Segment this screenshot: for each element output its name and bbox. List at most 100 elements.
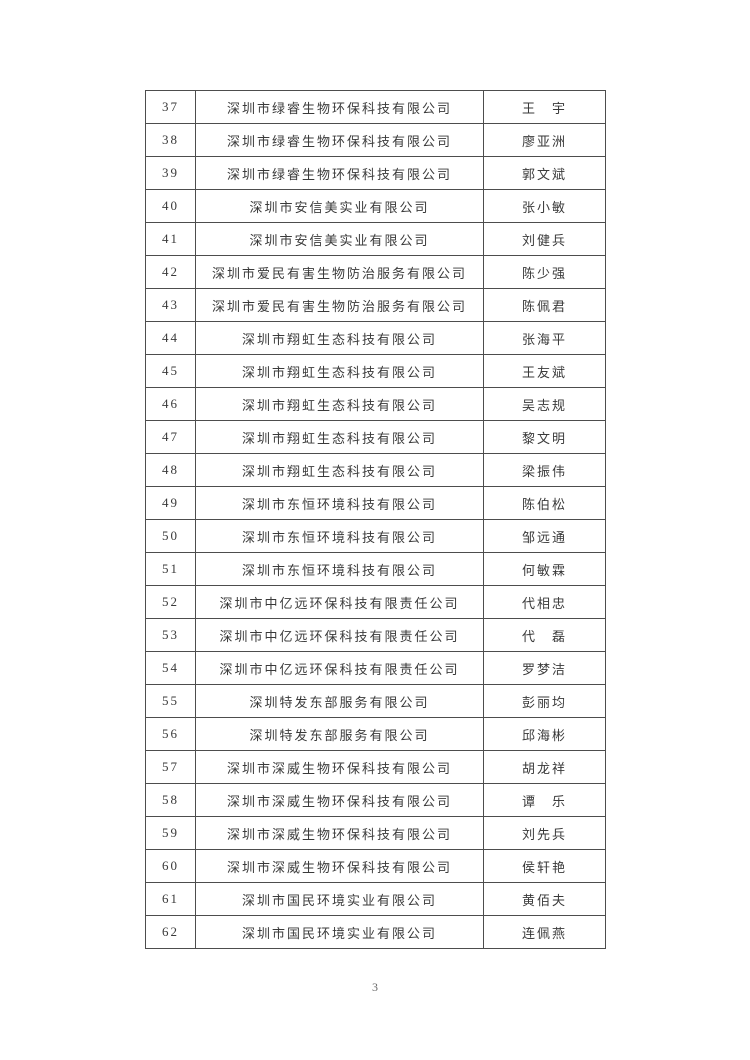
person-name-cell: 张海平: [483, 321, 606, 355]
company-name-cell: 深圳市东恒环境科技有限公司: [195, 486, 484, 520]
person-name-cell: 黎文明: [483, 420, 606, 454]
table-row: 44 深圳市翔虹生态科技有限公司 张海平: [145, 321, 606, 355]
row-number-cell: 50: [145, 519, 196, 553]
company-name-cell: 深圳特发东部服务有限公司: [195, 684, 484, 718]
person-name-cell: 刘先兵: [483, 816, 606, 850]
company-name-cell: 深圳市翔虹生态科技有限公司: [195, 387, 484, 421]
table-row: 41 深圳市安信美实业有限公司 刘健兵: [145, 222, 606, 256]
roster-table: 37 深圳市绿睿生物环保科技有限公司 王 宇 38 深圳市绿睿生物环保科技有限公…: [145, 90, 606, 949]
row-number-cell: 62: [145, 915, 196, 949]
table-row: 55 深圳特发东部服务有限公司 彭丽均: [145, 684, 606, 718]
row-number-cell: 44: [145, 321, 196, 355]
company-name-cell: 深圳市绿睿生物环保科技有限公司: [195, 90, 484, 124]
person-name-cell: 何敏霖: [483, 552, 606, 586]
company-name-cell: 深圳市爱民有害生物防治服务有限公司: [195, 255, 484, 289]
person-name-cell: 彭丽均: [483, 684, 606, 718]
person-name-cell: 代相忠: [483, 585, 606, 619]
page-number: 3: [372, 980, 378, 994]
table-row: 56 深圳特发东部服务有限公司 邱海彬: [145, 717, 606, 751]
table-row: 52 深圳市中亿远环保科技有限责任公司 代相忠: [145, 585, 606, 619]
table-row: 57 深圳市深威生物环保科技有限公司 胡龙祥: [145, 750, 606, 784]
row-number-cell: 53: [145, 618, 196, 652]
row-number-cell: 59: [145, 816, 196, 850]
table-row: 61 深圳市国民环境实业有限公司 黄佰夫: [145, 882, 606, 916]
person-name-cell: 黄佰夫: [483, 882, 606, 916]
company-name-cell: 深圳市爱民有害生物防治服务有限公司: [195, 288, 484, 322]
row-number-cell: 38: [145, 123, 196, 157]
row-number-cell: 43: [145, 288, 196, 322]
person-name-cell: 郭文斌: [483, 156, 606, 190]
table-row: 48 深圳市翔虹生态科技有限公司 梁振伟: [145, 453, 606, 487]
person-name-cell: 胡龙祥: [483, 750, 606, 784]
person-name-cell: 侯轩艳: [483, 849, 606, 883]
company-name-cell: 深圳市国民环境实业有限公司: [195, 915, 484, 949]
company-name-cell: 深圳市翔虹生态科技有限公司: [195, 420, 484, 454]
table-row: 45 深圳市翔虹生态科技有限公司 王友斌: [145, 354, 606, 388]
company-name-cell: 深圳市绿睿生物环保科技有限公司: [195, 123, 484, 157]
person-name-cell: 陈佩君: [483, 288, 606, 322]
table-row: 53 深圳市中亿远环保科技有限责任公司 代 磊: [145, 618, 606, 652]
row-number-cell: 46: [145, 387, 196, 421]
company-name-cell: 深圳市绿睿生物环保科技有限公司: [195, 156, 484, 190]
table-row: 40 深圳市安信美实业有限公司 张小敏: [145, 189, 606, 223]
company-name-cell: 深圳市翔虹生态科技有限公司: [195, 321, 484, 355]
table-row: 59 深圳市深威生物环保科技有限公司 刘先兵: [145, 816, 606, 850]
row-number-cell: 57: [145, 750, 196, 784]
person-name-cell: 张小敏: [483, 189, 606, 223]
person-name-cell: 刘健兵: [483, 222, 606, 256]
table-row: 42 深圳市爱民有害生物防治服务有限公司 陈少强: [145, 255, 606, 289]
row-number-cell: 39: [145, 156, 196, 190]
table-row: 37 深圳市绿睿生物环保科技有限公司 王 宇: [145, 90, 606, 124]
table-row: 62 深圳市国民环境实业有限公司 连佩燕: [145, 915, 606, 949]
person-name-cell: 谭 乐: [483, 783, 606, 817]
company-name-cell: 深圳市深威生物环保科技有限公司: [195, 849, 484, 883]
row-number-cell: 48: [145, 453, 196, 487]
company-name-cell: 深圳市东恒环境科技有限公司: [195, 552, 484, 586]
company-name-cell: 深圳市东恒环境科技有限公司: [195, 519, 484, 553]
row-number-cell: 55: [145, 684, 196, 718]
company-name-cell: 深圳市中亿远环保科技有限责任公司: [195, 651, 484, 685]
roster-table-body: 37 深圳市绿睿生物环保科技有限公司 王 宇 38 深圳市绿睿生物环保科技有限公…: [145, 90, 606, 949]
person-name-cell: 邹远通: [483, 519, 606, 553]
table-row: 49 深圳市东恒环境科技有限公司 陈伯松: [145, 486, 606, 520]
person-name-cell: 邱海彬: [483, 717, 606, 751]
company-name-cell: 深圳市安信美实业有限公司: [195, 222, 484, 256]
table-row: 38 深圳市绿睿生物环保科技有限公司 廖亚洲: [145, 123, 606, 157]
table-row: 51 深圳市东恒环境科技有限公司 何敏霖: [145, 552, 606, 586]
company-name-cell: 深圳市中亿远环保科技有限责任公司: [195, 585, 484, 619]
table-row: 60 深圳市深威生物环保科技有限公司 侯轩艳: [145, 849, 606, 883]
person-name-cell: 王友斌: [483, 354, 606, 388]
row-number-cell: 58: [145, 783, 196, 817]
company-name-cell: 深圳市深威生物环保科技有限公司: [195, 816, 484, 850]
row-number-cell: 41: [145, 222, 196, 256]
row-number-cell: 37: [145, 90, 196, 124]
person-name-cell: 连佩燕: [483, 915, 606, 949]
person-name-cell: 罗梦洁: [483, 651, 606, 685]
person-name-cell: 陈伯松: [483, 486, 606, 520]
table-row: 47 深圳市翔虹生态科技有限公司 黎文明: [145, 420, 606, 454]
row-number-cell: 61: [145, 882, 196, 916]
row-number-cell: 49: [145, 486, 196, 520]
row-number-cell: 60: [145, 849, 196, 883]
person-name-cell: 廖亚洲: [483, 123, 606, 157]
company-name-cell: 深圳市深威生物环保科技有限公司: [195, 750, 484, 784]
person-name-cell: 吴志规: [483, 387, 606, 421]
row-number-cell: 54: [145, 651, 196, 685]
table-row: 54 深圳市中亿远环保科技有限责任公司 罗梦洁: [145, 651, 606, 685]
company-name-cell: 深圳市翔虹生态科技有限公司: [195, 453, 484, 487]
company-name-cell: 深圳市中亿远环保科技有限责任公司: [195, 618, 484, 652]
person-name-cell: 陈少强: [483, 255, 606, 289]
row-number-cell: 42: [145, 255, 196, 289]
company-name-cell: 深圳市深威生物环保科技有限公司: [195, 783, 484, 817]
company-name-cell: 深圳市国民环境实业有限公司: [195, 882, 484, 916]
person-name-cell: 王 宇: [483, 90, 606, 124]
row-number-cell: 45: [145, 354, 196, 388]
row-number-cell: 40: [145, 189, 196, 223]
person-name-cell: 代 磊: [483, 618, 606, 652]
table-row: 46 深圳市翔虹生态科技有限公司 吴志规: [145, 387, 606, 421]
company-name-cell: 深圳特发东部服务有限公司: [195, 717, 484, 751]
person-name-cell: 梁振伟: [483, 453, 606, 487]
table-row: 50 深圳市东恒环境科技有限公司 邹远通: [145, 519, 606, 553]
company-name-cell: 深圳市安信美实业有限公司: [195, 189, 484, 223]
